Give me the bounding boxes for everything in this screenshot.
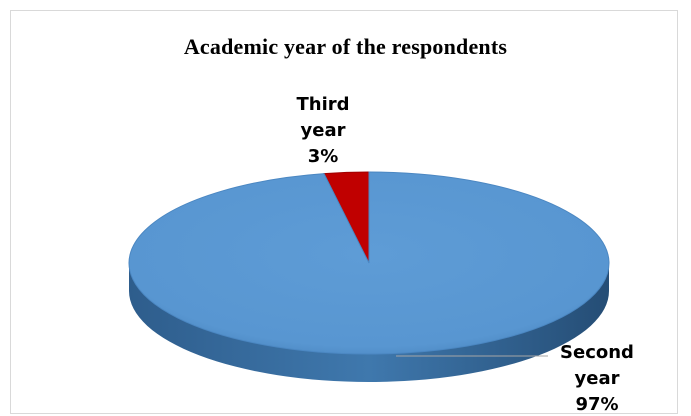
slice-label-third-year: Third year 3% xyxy=(288,92,358,170)
pie-top-face xyxy=(128,171,610,355)
slice-label-second-year-percent: 97% xyxy=(575,394,619,415)
slice-label-third-year-percent: 3% xyxy=(307,146,339,167)
pie-side-wall xyxy=(129,263,609,382)
pie-side-wall-surface xyxy=(129,263,609,382)
slice-label-third-year-line2: year xyxy=(300,120,346,141)
chart-frame xyxy=(10,10,678,414)
pie-slice-second-year xyxy=(128,171,610,355)
slice-label-second-year-line2: year xyxy=(574,368,620,389)
chart-title: Academic year of the respondents xyxy=(183,34,508,59)
slice-label-second-year-line1: Second xyxy=(560,342,634,363)
slice-label-third-year-line1: Third xyxy=(296,94,350,115)
slice-label-second-year: Second year 97% xyxy=(542,340,652,416)
